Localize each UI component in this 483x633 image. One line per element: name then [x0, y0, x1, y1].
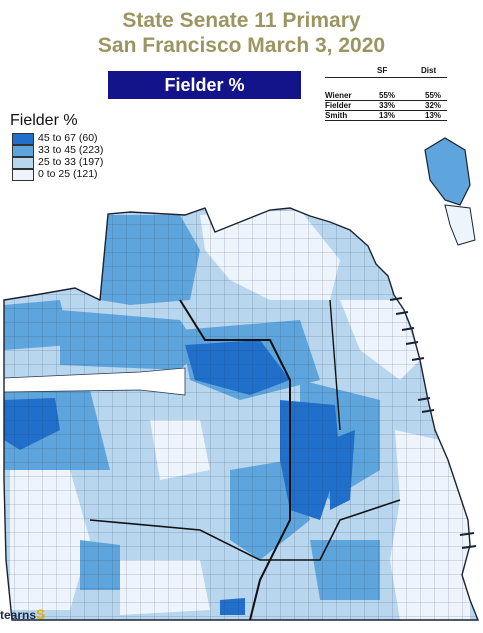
logo-text: tearns: [0, 608, 37, 622]
piers: [389, 297, 477, 549]
legend-swatch: [12, 145, 34, 157]
publisher-logo: tearnsS: [0, 606, 45, 622]
sf-value: 13%: [379, 111, 396, 120]
results-row: Fielder 33% 32%: [325, 101, 447, 111]
candidate-name: Wiener: [325, 91, 352, 100]
candidate-name: Smith: [325, 111, 348, 120]
yerba-buena-island: [444, 204, 476, 246]
legend-label: 45 to 67 (60): [38, 132, 98, 144]
legend: Fielder % 45 to 67 (60) 33 to 45 (223) 2…: [10, 112, 103, 181]
legend-swatch: [12, 169, 34, 181]
legend-label: 25 to 33 (197): [38, 156, 104, 168]
legend-item: 0 to 25 (121): [12, 168, 98, 181]
legend-title: Fielder %: [10, 112, 78, 129]
results-row: Smith 13% 13%: [325, 111, 447, 121]
dist-value: 32%: [425, 101, 442, 110]
sf-value: 55%: [379, 91, 396, 100]
legend-label: 33 to 45 (223): [38, 144, 104, 156]
header-sf: SF: [377, 66, 388, 75]
dist-value: 13%: [425, 111, 442, 120]
legend-label: 0 to 25 (121): [38, 168, 98, 180]
metric-banner: Fielder %: [108, 71, 301, 99]
legend-swatch: [12, 157, 34, 169]
results-row: Wiener 55% 55%: [325, 91, 447, 101]
header-dist: Dist: [421, 66, 437, 75]
legend-swatch: [12, 133, 34, 145]
results-header: SF Dist: [325, 66, 447, 78]
treasure-island: [424, 137, 471, 206]
map-title-line1: State Senate 11 Primary: [122, 9, 361, 32]
logo-mark: S: [36, 606, 46, 622]
candidate-name: Fielder: [325, 101, 352, 110]
district-boundary: [179, 299, 291, 621]
district-boundary: [329, 299, 341, 431]
legend-item: 45 to 67 (60): [12, 132, 98, 145]
dist-value: 55%: [425, 91, 442, 100]
results-table: SF Dist Wiener 55% 55% Fielder 33% 32% S…: [325, 66, 447, 121]
legend-item: 33 to 45 (223): [12, 144, 103, 157]
district-boundary: [89, 499, 401, 561]
map-title-line2: San Francisco March 3, 2020: [97, 34, 386, 57]
sf-value: 33%: [379, 101, 396, 110]
city-outline: [3, 207, 480, 621]
legend-item: 25 to 33 (197): [12, 156, 103, 169]
